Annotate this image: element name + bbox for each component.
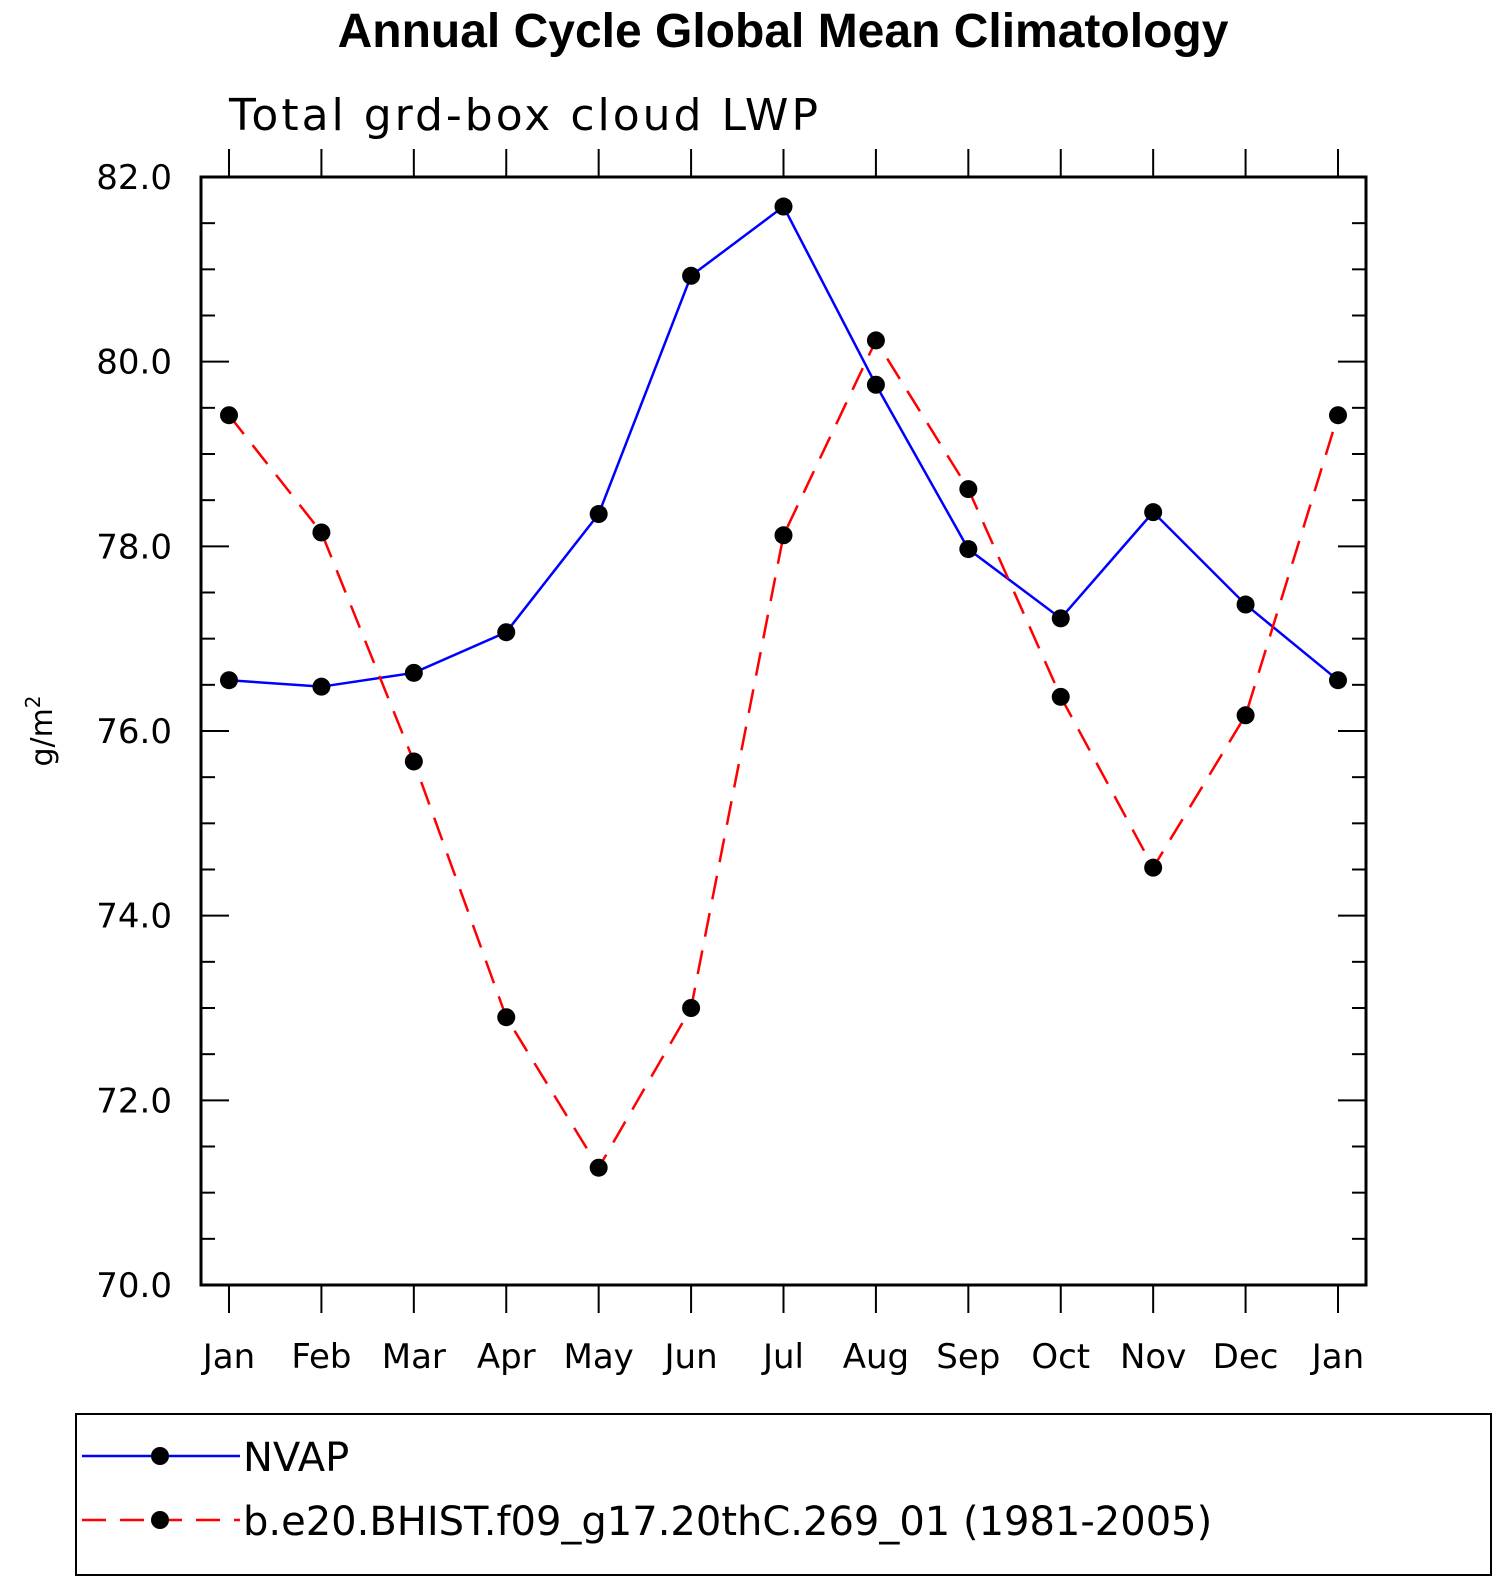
series-1-point	[774, 197, 793, 216]
series-1-point	[589, 505, 608, 524]
series-line-1	[228, 204, 1339, 688]
x-tick-label: May	[564, 1337, 634, 1377]
x-tick-label: Nov	[1120, 1337, 1186, 1377]
series-2-point	[1329, 406, 1347, 425]
series-2-point	[1051, 687, 1070, 706]
x-tick-label: Dec	[1213, 1337, 1279, 1377]
legend-items: NVAP b.e20.BHIST.f09_g17.20thC.269_01 (19…	[82, 1435, 1212, 1545]
series-2-point	[404, 752, 423, 771]
x-tick-label: Jun	[663, 1337, 718, 1377]
series-2-point	[1144, 858, 1163, 877]
legend-label-2: b.e20.BHIST.f09_g17.20thC.269_01 (1981-2…	[243, 1499, 1212, 1545]
x-tick-label: Mar	[382, 1337, 446, 1377]
svg-text:g/m2: g/m2	[21, 695, 60, 766]
x-tick-label: Feb	[291, 1337, 351, 1377]
series-1-point	[959, 540, 978, 559]
x-axis-ticks	[228, 149, 1339, 1313]
y-tick-label: 80.0	[96, 343, 172, 383]
series-2-point	[312, 523, 331, 542]
series-2-point	[589, 1158, 608, 1177]
x-tick-label: Jan	[201, 1337, 255, 1377]
series-1-point	[682, 266, 701, 285]
series-line-2	[228, 337, 1340, 1171]
chart-title: Annual Cycle Global Mean Climatology	[338, 5, 1229, 58]
legend	[75, 1413, 1492, 1576]
series-1-point	[1144, 503, 1163, 522]
y-axis-ticks	[201, 176, 1366, 1286]
y-tick-label: 74.0	[96, 897, 172, 937]
series-2-point	[959, 480, 978, 499]
series-2-point	[1236, 706, 1255, 725]
y-tick-label: 78.0	[96, 527, 172, 567]
legend-marker-2	[151, 1511, 169, 1529]
series-2-point	[220, 406, 238, 425]
series-1-point	[497, 623, 516, 642]
y-axis-label-superscript: 2	[21, 695, 45, 708]
series-2-point	[682, 999, 701, 1017]
series-1-point	[1329, 671, 1347, 690]
series-2-point	[866, 331, 885, 350]
series-1-point	[866, 375, 885, 394]
chart-subtitle: Total grd-box cloud LWP	[228, 90, 821, 141]
y-tick-label: 76.0	[96, 712, 172, 752]
x-tick-label: Aug	[843, 1337, 909, 1377]
x-tick-label: Sep	[936, 1337, 1000, 1377]
series-1-point	[312, 677, 331, 696]
series-1-point	[1051, 609, 1070, 628]
x-tick-label: Oct	[1031, 1337, 1090, 1377]
y-axis-label-base: g/m	[25, 708, 60, 766]
x-tick-label: Jul	[761, 1337, 804, 1377]
x-tick-label: Apr	[477, 1337, 536, 1377]
y-axis-tick-labels: 70.0 72.0 74.0 76.0 78.0 80.0 82.0	[96, 158, 172, 1306]
y-tick-label: 70.0	[96, 1266, 172, 1306]
legend-marker-1	[151, 1447, 169, 1465]
series-1-point	[220, 671, 238, 690]
series-1-point	[1236, 595, 1255, 614]
series-1-point	[404, 663, 423, 682]
y-axis-label: g/m2	[21, 695, 60, 766]
y-tick-label: 82.0	[96, 158, 172, 198]
x-tick-label: Jan	[1310, 1337, 1364, 1377]
y-tick-label: 72.0	[96, 1081, 172, 1121]
series-layer	[220, 197, 1347, 1177]
series-2-point	[497, 1008, 516, 1027]
plot-frame	[199, 175, 1368, 1287]
legend-label-1: NVAP	[243, 1435, 349, 1481]
x-axis-tick-labels: Jan Feb Mar Apr May Jun Jul Aug Sep Oct Nov Dec Jan	[201, 1337, 1364, 1377]
series-2-point	[774, 526, 793, 545]
